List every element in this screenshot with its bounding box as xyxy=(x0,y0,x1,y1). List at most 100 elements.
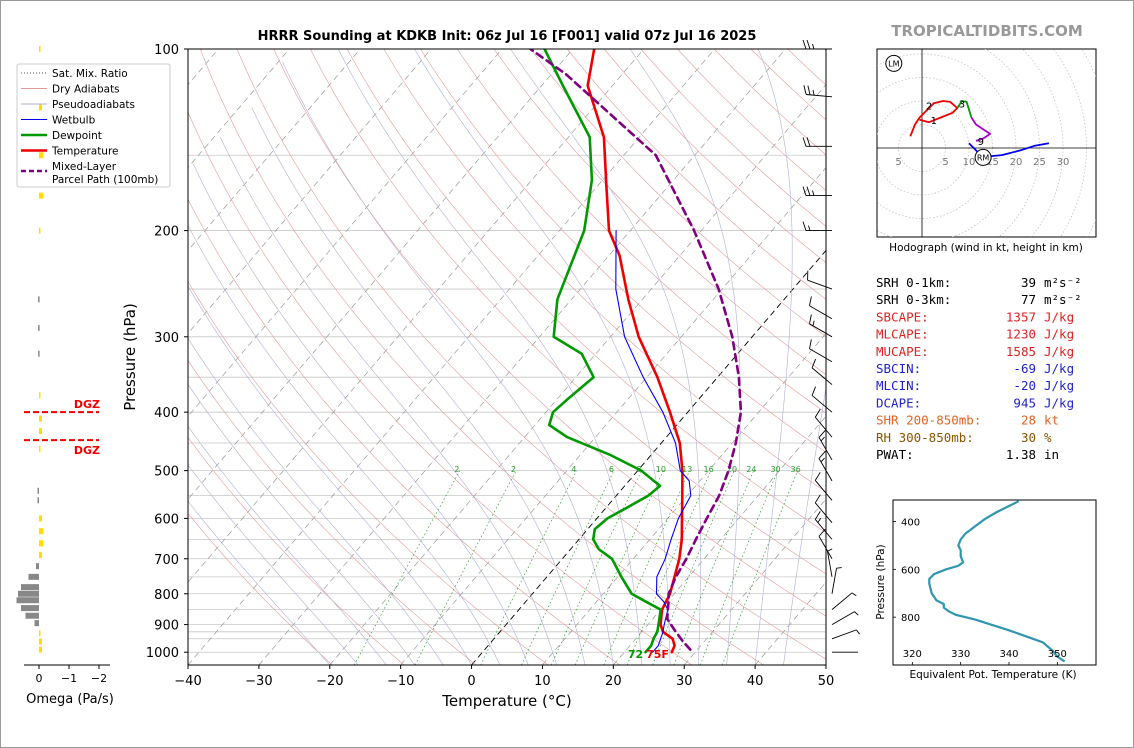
mixing-ratio-label: 4 xyxy=(571,465,576,474)
dry-adiabat-line xyxy=(346,49,826,533)
omega-bar xyxy=(39,428,42,435)
isotherm-line xyxy=(188,49,503,417)
omega-bar xyxy=(39,445,41,452)
mixing-ratio-line xyxy=(574,470,664,665)
barb-half-flag xyxy=(808,225,811,231)
omega-bar xyxy=(37,497,39,504)
hodograph-ring-label: 15 xyxy=(986,157,999,168)
mixing-ratio-line xyxy=(603,470,690,665)
legend-box xyxy=(16,63,171,188)
stat-unit: J/kg xyxy=(1044,378,1074,393)
dry-adiabat-line xyxy=(273,49,826,617)
omega-bar xyxy=(21,584,39,591)
mixing-ratio-label: 16 xyxy=(703,465,713,474)
skewt-plot-area xyxy=(188,49,826,665)
y-tick-label: 100 xyxy=(154,43,179,58)
dry-adiabat-line xyxy=(188,111,692,665)
mixing-ratio-line xyxy=(550,470,642,665)
barb-staff xyxy=(809,348,833,363)
hodograph-height-label: 3 xyxy=(959,99,965,110)
dry-adiabat-line xyxy=(420,49,826,453)
barb-staff xyxy=(809,323,833,338)
omega-tick-label: 0 xyxy=(36,672,43,685)
dry-adiabat-line xyxy=(456,49,826,414)
theta-e-panel: 320 330 340 350 400 600 800 xyxy=(893,500,1067,665)
omega-bar xyxy=(38,324,40,331)
barb-flag xyxy=(802,137,807,147)
theta-e-profile xyxy=(928,500,1066,663)
omega-bar xyxy=(38,350,40,357)
surface-temperature-label: 75F xyxy=(646,648,669,661)
stat-value: 30 xyxy=(1021,430,1036,445)
wind-barb xyxy=(814,472,833,501)
dry-adiabat-line xyxy=(493,49,826,375)
theta-e-y-tick-label: 600 xyxy=(901,565,920,576)
mixing-ratio-line xyxy=(699,470,779,665)
stat-label: MLCIN: xyxy=(876,378,921,393)
dry-adiabat-line xyxy=(236,49,826,660)
hodograph-height-label: 1 xyxy=(931,116,937,127)
mixing-ratio-label: 30 xyxy=(770,465,780,474)
omega-bar xyxy=(39,104,42,111)
x-tick-label: 30 xyxy=(676,674,693,689)
barb-flag xyxy=(806,137,811,147)
wind-barb xyxy=(809,314,833,338)
barb-staff xyxy=(809,305,833,320)
legend-label: Pseudoadiabats xyxy=(52,99,135,111)
theta-e-x-tick-label: 320 xyxy=(903,649,922,660)
omega-bar xyxy=(39,552,42,559)
hodograph-trace xyxy=(909,100,959,137)
mixing-ratio-line xyxy=(414,470,517,665)
stat-label: PWAT: xyxy=(876,447,914,462)
theta-e-y-label: Pressure (hPa) xyxy=(875,544,887,619)
mixing-ratio-label: 36 xyxy=(790,465,800,474)
stat-unit: m²s⁻² xyxy=(1044,292,1082,307)
hodograph-ring-label: 10 xyxy=(963,157,976,168)
mixing-ratio-label: 10 xyxy=(656,465,666,474)
barb-half-flag xyxy=(820,457,825,463)
stat-unit: m²s⁻² xyxy=(1044,275,1082,290)
stat-value: 39 xyxy=(1021,275,1036,290)
stat-label: SRH 0-1km: xyxy=(876,275,951,290)
omega-bar xyxy=(39,528,44,535)
wind-barb xyxy=(814,408,833,438)
barb-half-flag xyxy=(820,436,825,442)
stat-value: 1585 xyxy=(1006,344,1036,359)
legend-label: Dry Adiabats xyxy=(52,84,120,96)
omega-bar xyxy=(39,646,42,653)
wind-barbs xyxy=(802,39,860,653)
theta-e-x-tick-label: 330 xyxy=(951,649,970,660)
stat-label: DCAPE: xyxy=(876,395,921,410)
hodograph-ring-label: 5 xyxy=(942,157,948,168)
legend-label: Sat. Mix. Ratio xyxy=(52,68,128,80)
stat-unit: in xyxy=(1044,447,1059,462)
barb-staff xyxy=(814,502,833,524)
stat-value: -69 xyxy=(1013,361,1036,376)
pseudoadiabat-line xyxy=(188,224,501,665)
barb-half-flag xyxy=(851,592,857,597)
wind-barb xyxy=(814,511,833,540)
dry-adiabat-line xyxy=(188,512,333,665)
stats-table: SRH 0-1km: 39 m²s⁻² SRH 0-3km: 77 m²s⁻² SBCAPE… xyxy=(876,275,1082,462)
barb-staff xyxy=(807,279,833,290)
wind-barb xyxy=(818,528,833,560)
site-watermark: TROPICALTIDBITS.COM xyxy=(891,22,1083,40)
isotherm-line xyxy=(188,49,290,169)
wind-barb xyxy=(831,567,842,594)
wind-barb xyxy=(802,39,832,50)
hodograph-ring-label: 20 xyxy=(1010,157,1023,168)
y-tick-label: 600 xyxy=(154,512,179,527)
barb-half-flag xyxy=(812,89,815,96)
omega-bar xyxy=(39,515,42,522)
omega-bar xyxy=(38,296,40,303)
barb-half-flag xyxy=(854,611,859,616)
stat-value: 1357 xyxy=(1006,309,1036,324)
barb-flag xyxy=(818,430,826,438)
theta-e-frame xyxy=(892,499,1097,666)
barb-staff xyxy=(827,551,833,577)
dry-adiabat-line xyxy=(567,49,826,300)
omega-bar xyxy=(36,563,39,570)
barb-flag xyxy=(802,221,807,231)
barb-flag xyxy=(806,39,811,50)
stat-label: MLCAPE: xyxy=(876,327,929,342)
